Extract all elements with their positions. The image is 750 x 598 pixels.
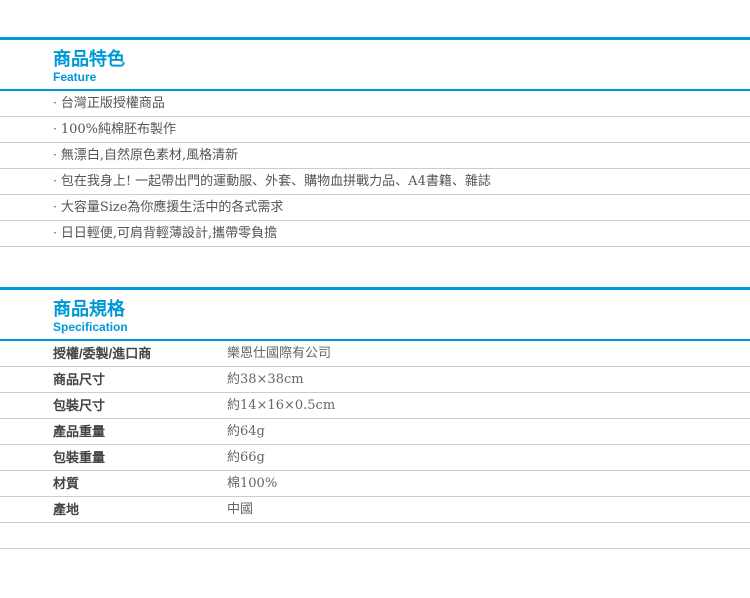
feature-item-text: 包在我身上! 一起帶出門的運動服、外套、購物血拼戰力品、A4書籍、雜誌 (60, 174, 491, 189)
table-row: 包裝重量 約66g (0, 445, 750, 471)
table-row: 產品重量 約64g (0, 419, 750, 445)
bullet-icon: · (53, 200, 57, 214)
spec-value: 約38×38cm (227, 372, 304, 387)
spec-section-top-divider (0, 287, 750, 290)
feature-list-item: · 台灣正版授權商品 (0, 91, 750, 117)
feature-section-subtitle: Feature (53, 70, 97, 84)
feature-header-divider (0, 89, 750, 91)
spec-value: 約66g (227, 450, 265, 465)
spec-value: 中國 (227, 502, 254, 517)
table-row-empty (0, 523, 750, 549)
table-row: 材質 棉100% (0, 471, 750, 497)
table-row: 授權/委製/進口商 樂恩仕國際有公司 (0, 341, 750, 367)
section-gap (0, 247, 750, 287)
spec-value: 約14×16×0.5cm (227, 398, 336, 413)
feature-section-header: 商品特色 Feature (0, 40, 750, 89)
bullet-icon: · (53, 148, 57, 162)
spec-label: 產地 (53, 502, 80, 517)
bullet-icon: · (53, 226, 57, 240)
feature-item-text: 大容量Size為你應援生活中的各式需求 (60, 200, 284, 215)
spec-section-subtitle: Specification (53, 320, 128, 334)
feature-list-item: · 日日輕便,可肩背輕薄設計,攜帶零負擔 (0, 221, 750, 247)
feature-list-item: · 100%純棉胚布製作 (0, 117, 750, 143)
spec-value: 約64g (227, 424, 265, 439)
feature-list: · 台灣正版授權商品 · 100%純棉胚布製作 · 無漂白,自然原色素材,風格清新 ·… (0, 91, 750, 247)
spec-label: 包裝尺寸 (53, 398, 106, 413)
product-detail-page: 商品特色 Feature · 台灣正版授權商品 · 100%純棉胚布製作 · 無漂白,… (0, 0, 750, 549)
spec-label: 包裝重量 (53, 450, 106, 465)
spec-value: 棉100% (227, 476, 278, 491)
bullet-icon: · (53, 122, 57, 136)
bullet-icon: · (53, 96, 57, 110)
feature-item-text: 台灣正版授權商品 (60, 96, 165, 111)
spec-label: 產品重量 (53, 424, 106, 439)
feature-list-item: · 包在我身上! 一起帶出門的運動服、外套、購物血拼戰力品、A4書籍、雜誌 (0, 169, 750, 195)
spec-label: 授權/委製/進口商 (53, 346, 152, 361)
top-spacer (0, 0, 750, 37)
spec-value: 樂恩仕國際有公司 (227, 346, 332, 361)
feature-item-text: 100%純棉胚布製作 (60, 122, 176, 137)
spec-section-header: 商品規格 Specification (0, 290, 750, 339)
feature-list-item: · 無漂白,自然原色素材,風格清新 (0, 143, 750, 169)
feature-list-item: · 大容量Size為你應援生活中的各式需求 (0, 195, 750, 221)
table-row: 產地 中國 (0, 497, 750, 523)
feature-section-title: 商品特色 (53, 49, 125, 69)
spec-label: 商品尺寸 (53, 372, 106, 387)
table-row: 商品尺寸 約38×38cm (0, 367, 750, 393)
spec-section-title: 商品規格 (53, 299, 125, 319)
section-top-divider (0, 37, 750, 40)
bullet-icon: · (53, 174, 57, 188)
spec-header-divider (0, 339, 750, 341)
spec-table: 授權/委製/進口商 樂恩仕國際有公司 商品尺寸 約38×38cm 包裝尺寸 約1… (0, 341, 750, 549)
feature-item-text: 無漂白,自然原色素材,風格清新 (60, 148, 239, 163)
table-row: 包裝尺寸 約14×16×0.5cm (0, 393, 750, 419)
feature-item-text: 日日輕便,可肩背輕薄設計,攜帶零負擔 (60, 226, 278, 241)
spec-label: 材質 (53, 476, 80, 491)
